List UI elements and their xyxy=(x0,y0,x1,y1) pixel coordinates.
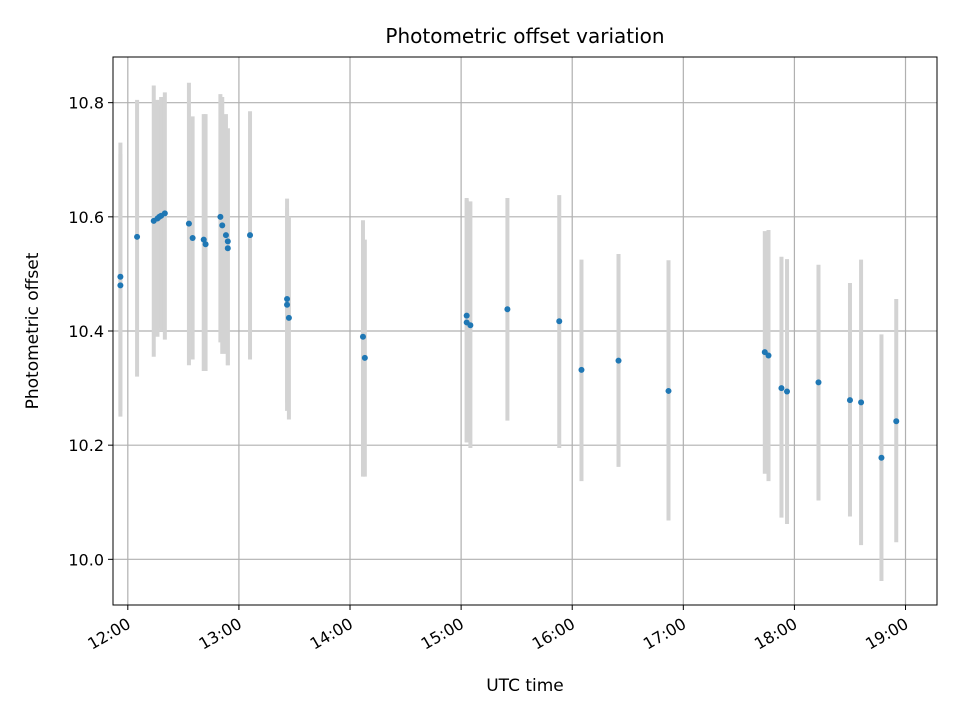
data-point xyxy=(185,220,192,227)
data-point xyxy=(222,232,229,239)
y-tick-label: 10.2 xyxy=(68,436,104,455)
y-tick-label: 10.0 xyxy=(68,550,104,569)
data-point xyxy=(846,397,853,404)
x-axis-title: UTC time xyxy=(486,676,564,696)
data-point xyxy=(285,314,292,321)
y-tick-label: 10.6 xyxy=(68,208,104,227)
data-point xyxy=(665,387,672,394)
data-point xyxy=(284,296,291,303)
data-point xyxy=(134,233,141,240)
y-axis-title: Photometric offset xyxy=(23,252,43,409)
data-point xyxy=(189,234,196,241)
data-point xyxy=(815,379,822,386)
y-tick-label: 10.4 xyxy=(68,322,104,341)
data-point xyxy=(224,238,231,245)
data-point xyxy=(878,454,885,461)
data-point xyxy=(778,385,785,392)
data-point xyxy=(219,222,226,229)
data-point xyxy=(615,357,622,364)
data-point xyxy=(359,333,366,340)
data-point xyxy=(361,354,368,361)
data-point xyxy=(161,210,168,217)
data-point xyxy=(463,312,470,319)
data-point xyxy=(117,282,124,289)
data-point xyxy=(200,236,207,243)
data-point xyxy=(202,241,209,248)
data-points xyxy=(117,210,900,461)
data-point xyxy=(247,232,254,239)
data-point xyxy=(858,399,865,406)
data-point xyxy=(893,418,900,425)
data-point xyxy=(578,366,585,373)
chart-title: Photometric offset variation xyxy=(385,24,664,48)
data-point xyxy=(784,388,791,395)
data-point xyxy=(765,352,772,359)
y-tick-label: 10.8 xyxy=(68,94,104,113)
data-point xyxy=(284,301,291,308)
data-point xyxy=(217,213,224,220)
data-point xyxy=(556,318,563,325)
data-point xyxy=(504,306,511,313)
data-point xyxy=(117,273,124,280)
data-point xyxy=(467,322,474,329)
data-point xyxy=(224,245,231,252)
